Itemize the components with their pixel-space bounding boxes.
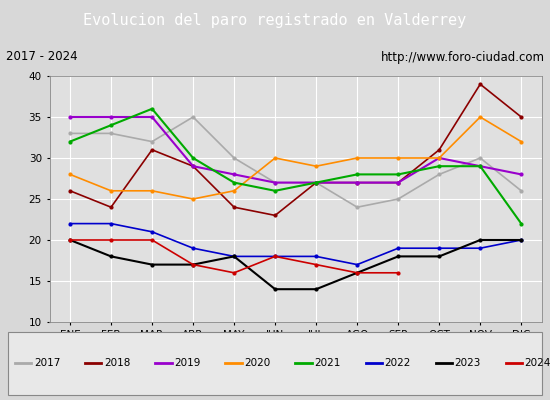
Text: 2020: 2020	[244, 358, 271, 368]
Text: Evolucion del paro registrado en Valderrey: Evolucion del paro registrado en Valderr…	[84, 14, 466, 28]
Text: 2021: 2021	[315, 358, 340, 368]
Text: 2019: 2019	[174, 358, 201, 368]
Text: 2024: 2024	[525, 358, 550, 368]
Text: 2017: 2017	[34, 358, 60, 368]
Text: 2022: 2022	[384, 358, 411, 368]
Text: 2017 - 2024: 2017 - 2024	[6, 50, 77, 64]
Text: 2023: 2023	[454, 358, 481, 368]
FancyBboxPatch shape	[8, 332, 542, 394]
Text: http://www.foro-ciudad.com: http://www.foro-ciudad.com	[381, 50, 544, 64]
Text: 2018: 2018	[104, 358, 130, 368]
